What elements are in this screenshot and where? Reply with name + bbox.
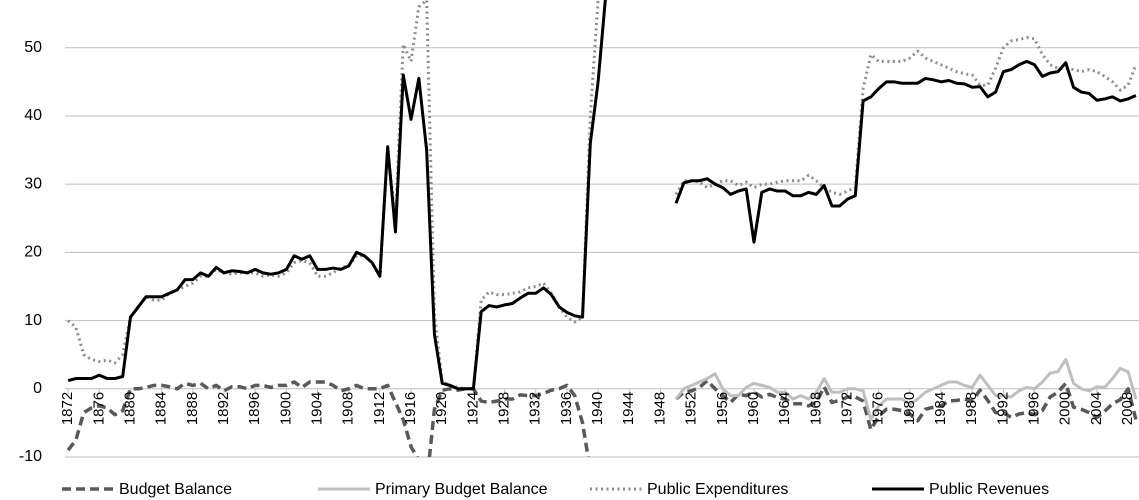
x-tick-label: 1944 [620,392,637,425]
x-tick-label: 1916 [402,392,419,425]
legend-label: Primary Budget Balance [375,481,548,498]
y-tick-label: 20 [24,244,42,261]
x-tick-label: 1996 [1026,392,1043,425]
series-line [67,0,1137,391]
x-tick-label: 1884 [153,392,170,425]
x-tick-label: 1908 [340,392,357,425]
x-tick-label: 1888 [184,392,201,425]
x-tick-label: 1936 [558,392,575,425]
x-tick-label: 1972 [838,392,855,425]
x-tick-label: 1928 [496,392,513,425]
x-tick-label: 1912 [371,392,388,425]
x-tick-label: 1988 [963,392,980,425]
x-tick-label: 1948 [651,392,668,425]
x-tick-label: 1960 [745,392,762,425]
x-tick-label: 1892 [215,392,232,425]
legend-label: Public Expenditures [647,481,788,498]
x-tick-label: 1896 [246,392,263,425]
x-tick-label: 1924 [464,392,481,425]
legend-label: Budget Balance [119,481,232,498]
x-tick-label: 1976 [870,392,887,425]
x-tick-label: 1932 [527,392,544,425]
legend-label: Public Revenues [929,481,1049,498]
x-tick-label: 1984 [932,392,949,425]
labels: -10 0 10 20 30 40 50 1872 1876 1880 1884 1888 1892 18… [19,39,1136,498]
x-tick-label: 1880 [121,392,138,425]
y-tick-label: 10 [24,312,42,329]
x-tick-label: 1956 [714,392,731,425]
y-tick-label: 0 [33,380,42,397]
y-tick-label: -10 [19,448,42,465]
series-line [66,378,1138,457]
x-tick-label: 1872 [59,392,76,425]
series-line [67,0,1138,391]
x-tick-label: 1904 [308,392,325,425]
x-tick-label: 2008 [1119,392,1136,425]
plot-area [66,0,1138,457]
series-line [674,357,1138,421]
y-tick-label: 30 [24,175,42,192]
x-tick-label: 1900 [277,392,294,425]
x-tick-label: 1940 [589,392,606,425]
x-tick-label: 1964 [776,392,793,425]
x-tick-label: 2004 [1088,392,1105,425]
y-tick-label: 50 [24,39,42,56]
x-tick-label: 1992 [994,392,1011,425]
x-tick-label: 1968 [807,392,824,425]
x-tick-label: 1876 [90,392,107,425]
x-tick-label: 1952 [683,392,700,425]
y-tick-label: 40 [24,107,42,124]
x-tick-label: 1920 [433,392,450,425]
x-tick-label: 1980 [901,392,918,425]
x-tick-label: 2000 [1057,392,1074,425]
